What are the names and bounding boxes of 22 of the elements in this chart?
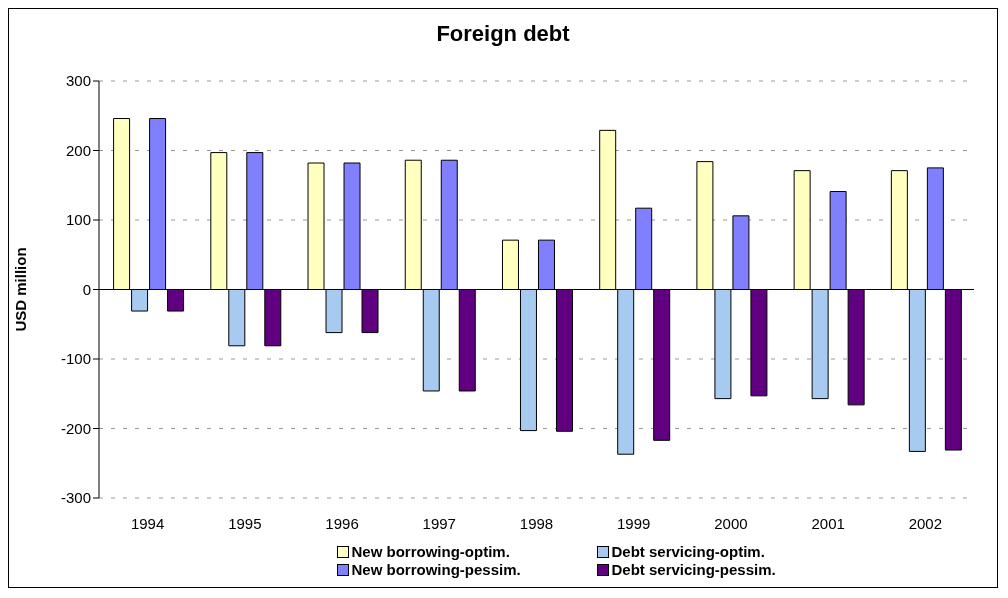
x-tick-label: 1998 (519, 514, 554, 532)
legend-label: Debt servicing-pessim. (611, 561, 776, 579)
y-tick-label: -200 (60, 419, 91, 437)
y-tick-label: 100 (65, 211, 91, 229)
y-tick-label: 200 (65, 141, 91, 159)
legend-label: Debt servicing-optim. (611, 543, 765, 561)
y-tick-label: 0 (82, 280, 91, 298)
x-tick-label: 2001 (811, 514, 845, 532)
legend-label: New borrowing-pessim. (351, 561, 521, 579)
x-tick-label: 1996 (325, 514, 359, 532)
x-tick-label: 1997 (422, 514, 456, 532)
x-tick-label: 1994 (130, 514, 165, 532)
legend-label: New borrowing-optim. (351, 543, 510, 561)
x-tick-label: 2000 (714, 514, 748, 532)
y-axis-title: USD million (12, 247, 30, 332)
y-tick-label: -300 (60, 489, 91, 507)
y-tick-label: -100 (60, 350, 91, 368)
x-tick-label: 2002 (908, 514, 943, 532)
chart-title: Foreign debt (435, 21, 571, 47)
y-tick-label: 300 (65, 72, 91, 90)
x-tick-label: 1995 (228, 514, 262, 532)
x-tick-label: 1999 (617, 514, 651, 532)
